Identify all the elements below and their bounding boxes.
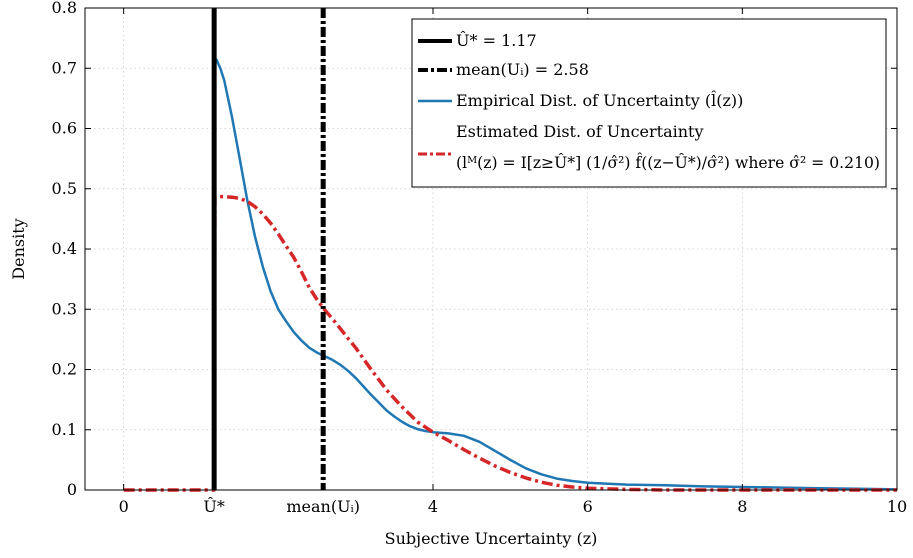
x-tick-label: mean(Uᵢ) [286, 497, 360, 516]
y-axis-title: Density [9, 218, 28, 279]
y-tick-label: 0.6 [52, 119, 77, 138]
y-tick-label: 0.3 [52, 299, 77, 318]
legend-label-estimated: Estimated Dist. of Uncertainty [456, 122, 704, 141]
x-tick-label: 10 [887, 497, 907, 516]
ticks-layer: 0 0.1 0.2 0.3 0.4 0.5 0.6 0.7 0.8 0 Û* mean(Uᵢ) 4 6 8 1… [52, 0, 908, 516]
series-layer [123, 57, 898, 492]
y-tick-label: 0.7 [52, 58, 77, 77]
x-tick-label: Û* [203, 496, 224, 516]
y-tick-label: 0.2 [52, 360, 77, 379]
y-tick-label: 0.4 [52, 239, 77, 258]
vline-layer [211, 8, 326, 490]
legend-label-u-star: Û* = 1.17 [456, 30, 537, 50]
x-tick-label: 8 [737, 497, 747, 516]
x-tick-label: 4 [428, 497, 438, 516]
y-tick-label: 0.8 [52, 0, 77, 17]
legend-label-empirical: Empirical Dist. of Uncertainty (l̂(z)) [456, 91, 743, 110]
empirical-density-line [212, 57, 898, 491]
x-tick-label: 6 [583, 497, 593, 516]
x-axis-title: Subjective Uncertainty (z) [385, 529, 598, 548]
legend-label-mean: mean(Uᵢ) = 2.58 [456, 60, 589, 79]
y-tick-label: 0.1 [52, 420, 77, 439]
legend-label-estimated-formula: (lᴹ(z) = I[z≥Û*] (1/σ̂²) f̂((z−Û*)/σ̂²) … [456, 152, 880, 172]
legend: Û* = 1.17 mean(Uᵢ) = 2.58 Empirical Dist… [411, 18, 887, 188]
legend-box [411, 18, 887, 188]
estimated-density-line [123, 194, 897, 492]
x-tick-label: 0 [119, 497, 129, 516]
y-tick-label: 0 [67, 480, 77, 499]
y-tick-label: 0.5 [52, 179, 77, 198]
